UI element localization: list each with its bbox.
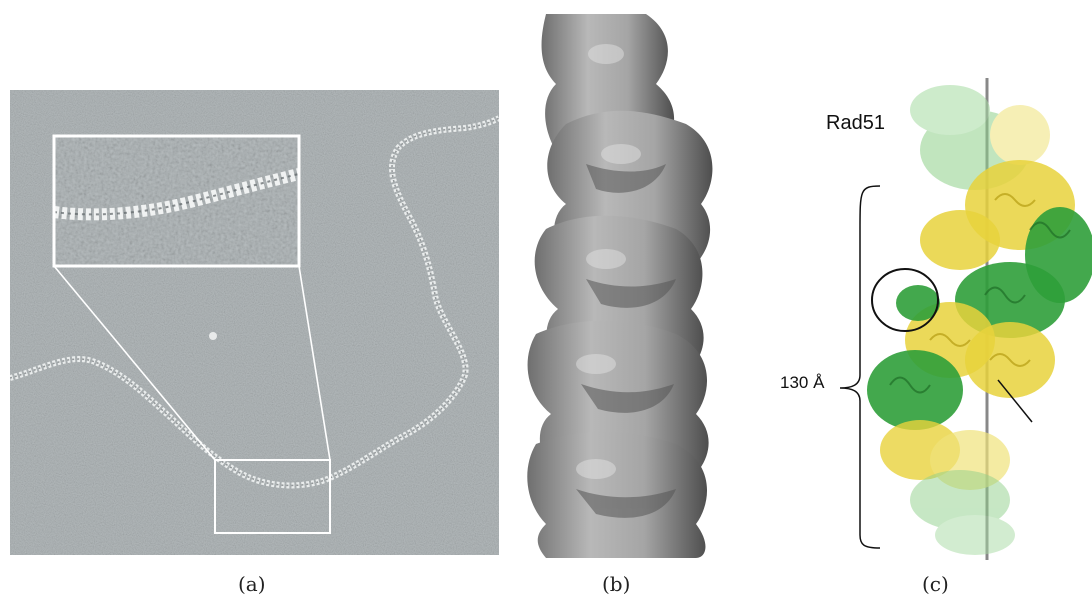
caption-b: (b): [602, 572, 631, 596]
rad51-protomers-core: [867, 160, 1092, 490]
circled-n-terminal-domain: [871, 268, 940, 332]
ribbon-model-panel-c: [839, 78, 1092, 560]
repeat-bracket: [839, 185, 881, 549]
rad51-protomer-bottom: [910, 470, 1015, 555]
surface-render-panel-b: [527, 14, 713, 558]
rad51-protomer-top: [910, 85, 1050, 190]
pointer-line: [997, 379, 1033, 423]
helical-filament-surface: [527, 14, 713, 558]
caption-c: (c): [922, 572, 949, 596]
zoom-inset: [52, 134, 301, 268]
pitch-dimension-label: 130 Å: [780, 373, 825, 392]
micrograph-panel-a: [10, 90, 499, 555]
zoom-connector-left: [53, 265, 216, 461]
zoom-connector-right: [298, 265, 331, 461]
zoom-region-box: [214, 459, 331, 534]
caption-a: (a): [238, 572, 266, 596]
particle-dot: [209, 332, 217, 340]
rad51-label: Rad51: [826, 112, 885, 134]
